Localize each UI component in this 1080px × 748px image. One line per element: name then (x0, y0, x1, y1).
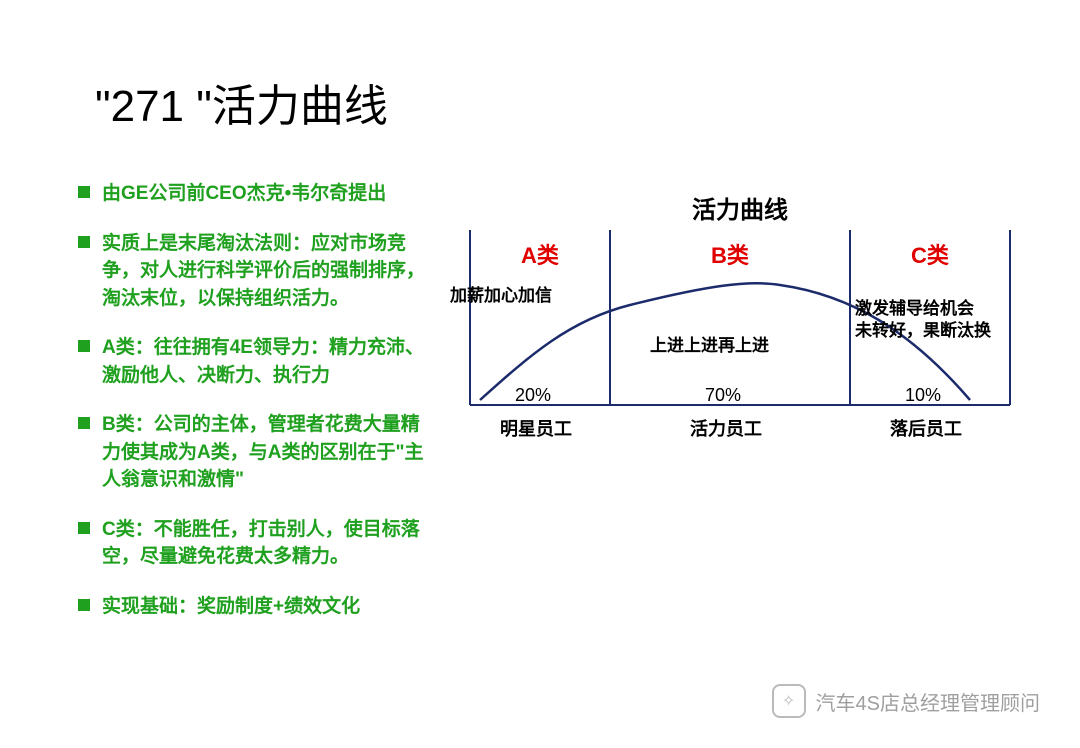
chart-annotation-b: 上进上进再上进 (650, 335, 769, 357)
bullet-square-icon (78, 340, 90, 352)
bullet-item: 由GE公司前CEO杰克•韦尔奇提出 (78, 180, 428, 208)
bullet-square-icon (78, 417, 90, 429)
slide: "271 "活力曲线 由GE公司前CEO杰克•韦尔奇提出实质上是末尾淘汰法则：应… (0, 0, 1080, 748)
bullet-list: 由GE公司前CEO杰克•韦尔奇提出实质上是末尾淘汰法则：应对市场竞争，对人进行科… (78, 180, 428, 643)
slide-title: "271 "活力曲线 (95, 70, 388, 134)
bullet-item: B类：公司的主体，管理者花费大量精力使其成为A类，与A类的区别在于"主人翁意识和… (78, 411, 428, 494)
bullet-text: 由GE公司前CEO杰克•韦尔奇提出 (102, 180, 428, 208)
chart-category-c: C类 (890, 238, 970, 270)
bullet-item: C类：不能胜任，打击别人，使目标落空，尽量避免花费太多精力。 (78, 516, 428, 571)
chart-bottom-label: 落后员工 (890, 415, 962, 441)
bullet-square-icon (78, 186, 90, 198)
chart-percent: 70% (705, 385, 741, 406)
chart-percent: 10% (905, 385, 941, 406)
watermark-text: 汽车4S店总经理管理顾问 (816, 687, 1040, 716)
bullet-square-icon (78, 236, 90, 248)
bullet-square-icon (78, 599, 90, 611)
chart-bottom-label: 活力员工 (690, 415, 762, 441)
bullet-text: 实质上是末尾淘汰法则：应对市场竞争，对人进行科学评价后的强制排序，淘汰末位，以保… (102, 230, 428, 313)
wechat-icon: ✧ (772, 684, 806, 718)
watermark: ✧ 汽车4S店总经理管理顾问 (772, 684, 1040, 718)
vitality-chart: 活力曲线 A类 20% 明星员工 B类 70% 活力员工 C类 10% 落后员工 加薪加心加信上进… (450, 190, 1030, 470)
chart-category-a: A类 (500, 238, 580, 270)
bullet-item: 实质上是末尾淘汰法则：应对市场竞争，对人进行科学评价后的强制排序，淘汰末位，以保… (78, 230, 428, 313)
chart-title: 活力曲线 (450, 190, 1030, 225)
chart-bottom-label: 明星员工 (500, 415, 572, 441)
bullet-text: B类：公司的主体，管理者花费大量精力使其成为A类，与A类的区别在于"主人翁意识和… (102, 411, 428, 494)
chart-annotation-c: 激发辅导给机会 未转好，果断汰换 (855, 298, 1035, 342)
bullet-text: C类：不能胜任，打击别人，使目标落空，尽量避免花费太多精力。 (102, 516, 428, 571)
bullet-text: A类：往往拥有4E领导力：精力充沛、激励他人、决断力、执行力 (102, 334, 428, 389)
chart-category-b: B类 (690, 238, 770, 270)
bullet-text: 实现基础：奖励制度+绩效文化 (102, 593, 428, 621)
bullet-square-icon (78, 522, 90, 534)
chart-percent: 20% (515, 385, 551, 406)
bullet-item: A类：往往拥有4E领导力：精力充沛、激励他人、决断力、执行力 (78, 334, 428, 389)
bullet-item: 实现基础：奖励制度+绩效文化 (78, 593, 428, 621)
chart-annotation-a: 加薪加心加信 (450, 285, 552, 307)
